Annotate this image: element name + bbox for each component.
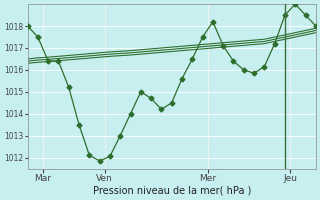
X-axis label: Pression niveau de la mer( hPa ): Pression niveau de la mer( hPa ) bbox=[92, 186, 251, 196]
